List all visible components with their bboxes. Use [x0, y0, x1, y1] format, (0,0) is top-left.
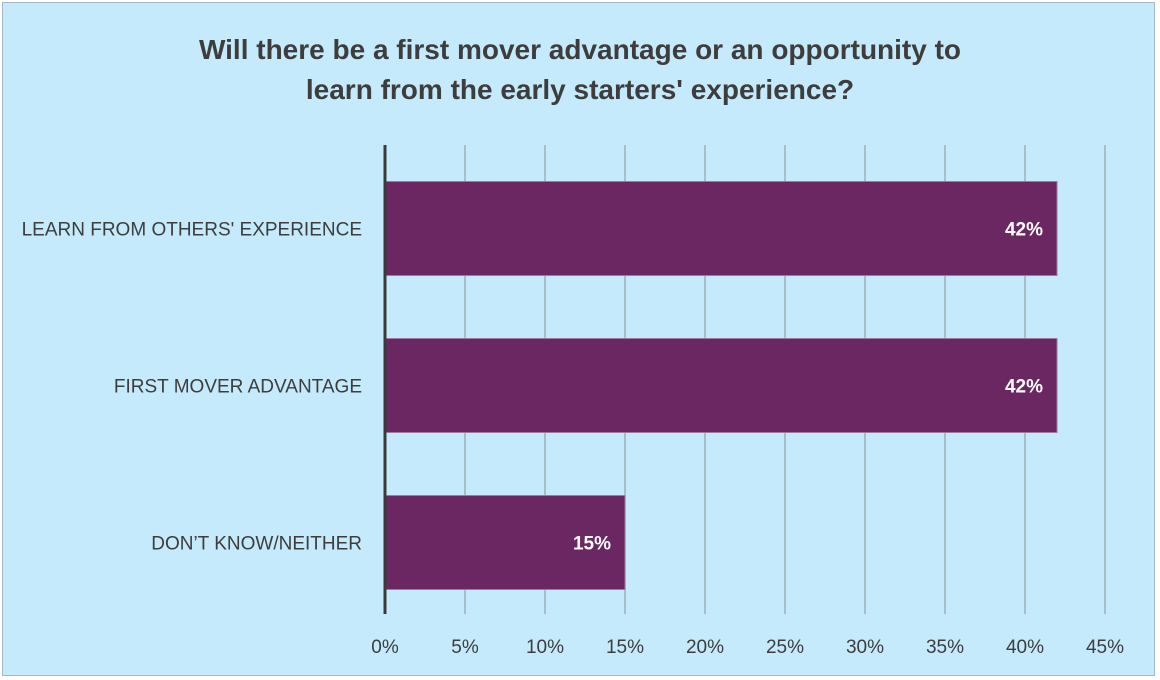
data-label-2: 15%: [573, 534, 611, 555]
x-tick-label-8: 40%: [1006, 637, 1044, 658]
bar-2: [384, 495, 626, 590]
category-label-0: LEARN FROM OTHERS' EXPERIENCE: [22, 220, 362, 241]
category-label-1: FIRST MOVER ADVANTAGE: [114, 377, 362, 398]
x-tick-label-9: 45%: [1086, 637, 1124, 658]
chart-title-line-2: learn from the early starters' experienc…: [305, 74, 855, 105]
x-tick-label-6: 30%: [846, 637, 884, 658]
x-tick-label-1: 5%: [451, 637, 479, 658]
x-tick-label-4: 20%: [686, 637, 724, 658]
bar-0: [384, 181, 1058, 276]
x-tick-label-7: 35%: [926, 637, 964, 658]
data-label-0: 42%: [1005, 220, 1043, 241]
x-tick-label-3: 15%: [606, 637, 644, 658]
chart-title-line-1: Will there be a first mover advantage or…: [198, 34, 962, 65]
category-label-2: DON’T KNOW/NEITHER: [151, 534, 362, 555]
x-tick-label-0: 0%: [371, 637, 399, 658]
chart-title: Will there be a first mover advantage or…: [0, 30, 1160, 110]
x-tick-label-5: 25%: [766, 637, 804, 658]
bar-1: [384, 338, 1058, 433]
x-tick-label-2: 10%: [526, 637, 564, 658]
data-label-1: 42%: [1005, 377, 1043, 398]
